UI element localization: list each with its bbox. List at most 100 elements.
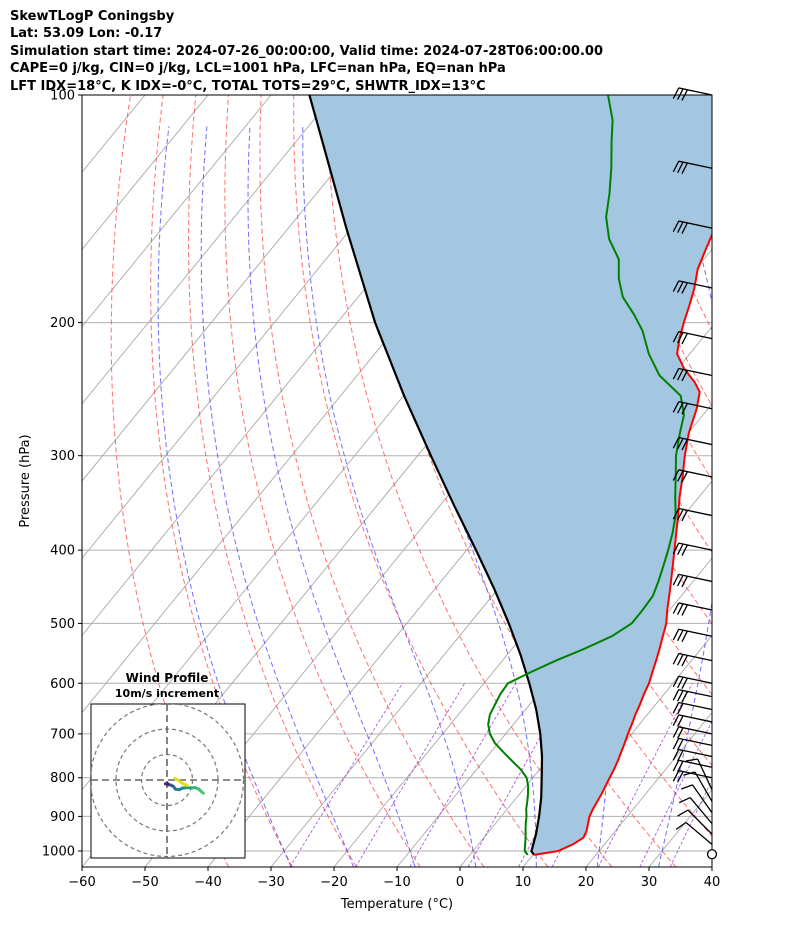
barb-shaft bbox=[678, 602, 713, 611]
hodograph-title: Wind Profile bbox=[126, 671, 209, 685]
calm-wind-circle bbox=[706, 849, 718, 860]
barb-flag bbox=[677, 629, 684, 642]
simulation-times: Simulation start time: 2024-07-26_00:00:… bbox=[10, 43, 603, 59]
barb-flag bbox=[677, 509, 684, 521]
wind-barb bbox=[672, 160, 713, 175]
barb-flag bbox=[677, 809, 689, 817]
barb-flag bbox=[672, 469, 680, 481]
barb-shaft bbox=[678, 770, 713, 779]
wind-barb bbox=[672, 652, 713, 667]
barb-shaft bbox=[678, 675, 713, 684]
barb-flag bbox=[672, 574, 680, 586]
title: SkewTLogP Coningsby bbox=[10, 9, 175, 24]
barb-flag bbox=[683, 771, 696, 776]
barb-flag bbox=[675, 821, 687, 830]
moist-adiabat bbox=[720, 126, 794, 867]
barb-flag bbox=[677, 332, 684, 344]
wind-barb bbox=[672, 701, 713, 715]
stability-indices: LFT IDX=18°C, K IDX=-0°C, TOTAL TOTS=29°… bbox=[10, 78, 486, 94]
dry-adiabat bbox=[259, 95, 485, 867]
barb-flag bbox=[681, 575, 688, 588]
barb-shaft bbox=[678, 542, 713, 551]
barb-flag bbox=[677, 750, 684, 762]
dry-adiabat bbox=[718, 95, 794, 867]
barb-flag bbox=[681, 510, 688, 522]
header: SkewTLogP Coningsby Lat: 53.09 Lon: -0.1… bbox=[10, 8, 603, 95]
y-tick-label: 600 bbox=[50, 677, 75, 692]
barb-flag bbox=[677, 703, 684, 715]
wind-barb bbox=[672, 675, 713, 690]
wind-barb bbox=[672, 330, 713, 345]
barb-flag bbox=[672, 770, 680, 782]
wind-barb bbox=[672, 507, 713, 522]
barb-flag bbox=[672, 160, 680, 173]
y-tick-label: 700 bbox=[50, 727, 75, 742]
mixing-ratio-line bbox=[409, 683, 517, 867]
barb-shaft bbox=[678, 759, 713, 768]
barb-flag bbox=[672, 437, 680, 449]
wind-barb bbox=[672, 714, 713, 727]
barb-flag bbox=[672, 401, 680, 413]
x-tick-label: −30 bbox=[257, 875, 284, 890]
hodograph-ring bbox=[91, 704, 245, 858]
plot-area bbox=[82, 95, 794, 867]
barb-flag bbox=[677, 402, 684, 414]
wind-barb bbox=[678, 796, 713, 825]
barb-flag bbox=[672, 542, 680, 555]
barb-flag bbox=[672, 738, 680, 750]
hodograph-subtitle: 10m/s increment bbox=[115, 687, 219, 700]
isotherm-line bbox=[82, 95, 398, 482]
wind-barb bbox=[672, 726, 713, 739]
wind-barb bbox=[672, 87, 713, 101]
dry-adiabat bbox=[224, 95, 421, 867]
barb-flag bbox=[672, 220, 680, 233]
barb-flag bbox=[677, 738, 684, 751]
hodograph-segment bbox=[166, 782, 170, 786]
barb-flag bbox=[677, 470, 684, 482]
isotherm-line bbox=[82, 95, 209, 251]
y-tick-label: 300 bbox=[50, 449, 75, 464]
barb-shaft bbox=[678, 220, 713, 229]
wind-barb bbox=[672, 602, 713, 616]
isotherm-line bbox=[711, 866, 712, 867]
dry-adiabat bbox=[293, 95, 549, 867]
barb-shaft bbox=[678, 401, 713, 410]
barb-shaft bbox=[678, 160, 713, 169]
wind-barb bbox=[672, 737, 713, 751]
mixing-ratio-line bbox=[355, 683, 466, 867]
wind-barb bbox=[672, 367, 713, 382]
barb-flag bbox=[677, 603, 684, 615]
barb-shaft bbox=[678, 628, 713, 637]
barb-shaft bbox=[678, 573, 713, 583]
barb-flag bbox=[677, 161, 684, 174]
barb-flag bbox=[677, 543, 684, 555]
barb-shaft bbox=[678, 280, 713, 289]
wind-barb bbox=[672, 770, 713, 783]
mixing-ratio-line bbox=[669, 778, 712, 867]
barb-flag bbox=[672, 331, 680, 343]
barb-flag bbox=[677, 727, 684, 739]
wind-barb bbox=[672, 220, 713, 234]
dry-adiabat bbox=[187, 95, 357, 867]
x-axis-label: Temperature (°C) bbox=[340, 897, 453, 912]
wind-barb bbox=[672, 759, 713, 773]
barb-flag bbox=[672, 653, 680, 665]
barb-flag bbox=[681, 162, 688, 175]
cin-shaded-area bbox=[309, 95, 712, 855]
y-tick-label: 900 bbox=[50, 810, 75, 825]
x-tick-label: 10 bbox=[515, 875, 532, 890]
barb-flag bbox=[672, 280, 680, 292]
dry-adiabat bbox=[150, 95, 293, 867]
x-tick-label: 20 bbox=[578, 875, 595, 890]
barb-shaft bbox=[678, 688, 713, 698]
isotherm-line bbox=[585, 711, 712, 867]
wind-barb bbox=[706, 849, 718, 860]
barb-shaft bbox=[694, 771, 713, 802]
wind-barb bbox=[680, 784, 713, 814]
y-tick-label: 1000 bbox=[42, 844, 75, 859]
barb-flag bbox=[672, 87, 680, 99]
isotherm-line bbox=[522, 634, 712, 867]
barb-flag bbox=[672, 508, 680, 520]
barb-flag bbox=[677, 676, 684, 689]
y-axis-label: Pressure (hPa) bbox=[18, 434, 33, 527]
